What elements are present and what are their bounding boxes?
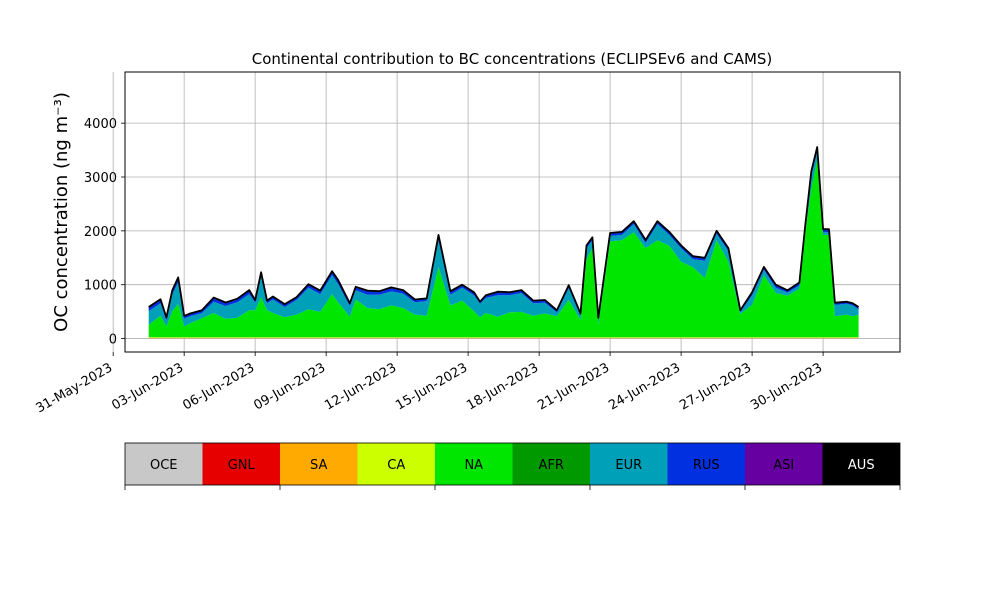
series-area-sa [149,338,859,339]
legend-label-eur: EUR [615,458,642,473]
legend-label-afr: AFR [539,458,564,473]
series-area-ca [149,337,859,338]
legend-label-aus: AUS [848,458,875,473]
legend: OCE GNL SA CA NA AFR EUR RUS ASI AUS [125,443,900,490]
legend-label-na: NA [464,458,483,473]
y-axis: 0 1000 2000 3000 4000 [84,117,125,347]
x-tick-label: 21-Jun-2023 [535,360,612,413]
x-tick-label: 24-Jun-2023 [606,360,683,413]
legend-label-rus: RUS [693,458,720,473]
x-tick-label: 18-Jun-2023 [464,360,541,413]
legend-label-asi: ASI [773,458,794,473]
y-tick-label: 3000 [84,171,117,186]
y-axis-label: OC concentration (ng m⁻³) [51,92,72,332]
legend-label-ca: CA [387,458,405,473]
y-tick-label: 2000 [84,225,117,240]
y-tick-label: 0 [109,333,117,348]
legend-label-oce: OCE [150,458,178,473]
x-tick-label: 12-Jun-2023 [322,360,399,413]
chart-title: Continental contribution to BC concentra… [252,50,773,68]
x-axis: 31-May-202303-Jun-202306-Jun-202309-Jun-… [33,352,825,416]
x-tick-label: 15-Jun-2023 [393,360,470,413]
x-tick-label: 27-Jun-2023 [677,360,754,413]
chart-figure: Continental contribution to BC concentra… [0,0,1000,600]
legend-label-sa: SA [310,458,327,473]
legend-label-gnl: GNL [228,458,256,473]
y-tick-label: 1000 [84,279,117,294]
x-tick-label: 09-Jun-2023 [251,360,328,413]
x-tick-label: 30-Jun-2023 [748,360,825,413]
x-tick-label: 06-Jun-2023 [180,360,257,413]
x-tick-label: 03-Jun-2023 [109,360,186,413]
x-tick-label: 31-May-2023 [33,360,115,416]
y-tick-label: 4000 [84,117,117,132]
